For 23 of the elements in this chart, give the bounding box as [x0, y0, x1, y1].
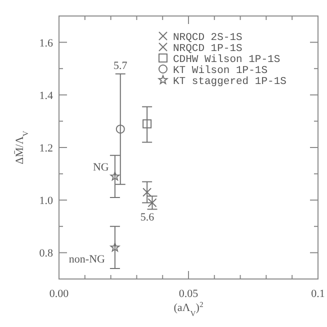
annotation: NG — [93, 161, 109, 174]
annotation: non-NG — [68, 253, 106, 266]
point — [142, 188, 152, 197]
point — [116, 124, 125, 134]
annotation: 5.6 — [140, 212, 155, 224]
annotation: 5.7 — [114, 60, 128, 72]
x-tick-label: 0.00 — [49, 288, 70, 300]
y-tick-label: 1.2 — [39, 142, 53, 154]
legend-label: KT Wilson 1P-1S — [173, 65, 268, 77]
legend-label: NRQCD 2S-1S — [173, 32, 242, 44]
point — [110, 242, 120, 252]
x-tick-label: 0.05 — [178, 288, 199, 300]
x-axis-title: (aΛ$_{V}$)$^{2}$ — [174, 300, 204, 318]
point — [110, 172, 120, 180]
x-tick-label: 0.1 — [311, 288, 325, 300]
y-tick-label: 1.6 — [39, 37, 54, 50]
y-tick-label: 1.0 — [39, 195, 54, 208]
legend-label: NRQCD 1P-1S — [173, 43, 242, 55]
legend-label: CDHW Wilson 1P-1S — [173, 54, 280, 66]
y-tick-label: 1.4 — [39, 90, 54, 102]
y-tick-label: 0.8 — [39, 248, 54, 260]
legend-label: KT staggered 1P-1S — [173, 76, 286, 88]
point — [142, 119, 152, 128]
